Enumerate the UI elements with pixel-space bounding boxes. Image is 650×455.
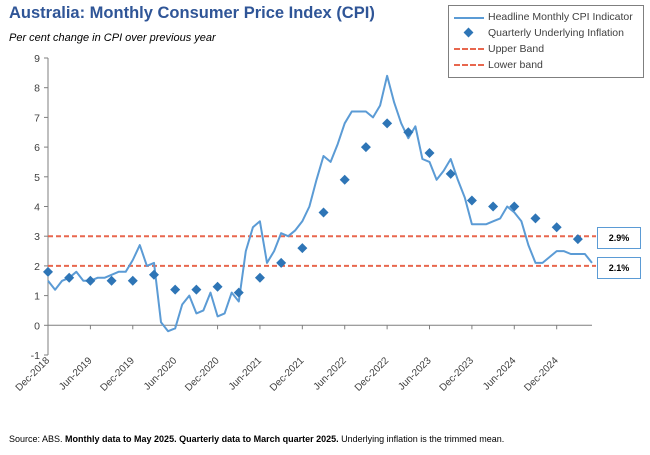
- legend-dash-swatch: [454, 64, 484, 66]
- x-tick-label: Dec-2020: [183, 355, 222, 394]
- underlying-inflation-point: [276, 257, 287, 268]
- underlying-inflation-point: [85, 275, 96, 286]
- x-tick-label: Jun-2023: [396, 355, 434, 393]
- underlying-inflation-point: [318, 207, 329, 218]
- underlying-inflation-point: [445, 168, 456, 179]
- x-tick-label: Dec-2019: [98, 355, 137, 394]
- legend-item-upper-band: Upper Band: [449, 41, 643, 57]
- underlying-inflation-point: [466, 195, 477, 206]
- chart-subtitle: Per cent change in CPI over previous yea…: [9, 32, 216, 44]
- underlying-inflation-point: [148, 269, 159, 280]
- underlying-inflation-point: [403, 127, 414, 138]
- headline-cpi-line: [47, 74, 593, 333]
- headline-series: [47, 74, 593, 333]
- y-tick-label: 8: [34, 83, 40, 95]
- underlying-inflation-point: [339, 174, 350, 185]
- x-tick-label: Jun-2021: [227, 355, 265, 393]
- legend-label-lower: Lower band: [488, 59, 543, 71]
- underlying-inflation-point: [360, 142, 371, 153]
- underlying-inflation-point: [64, 272, 75, 283]
- legend-item-headline: Headline Monthly CPI Indicator: [449, 9, 643, 25]
- y-tick-label: 9: [34, 53, 40, 65]
- band-lines: [48, 235, 596, 267]
- x-tick-label: Dec-2023: [438, 355, 477, 394]
- y-tick-label: 6: [34, 142, 40, 154]
- underlying-inflation-point: [254, 272, 265, 283]
- y-tick-label: -1: [31, 350, 40, 362]
- y-tick-label: 1: [34, 291, 40, 303]
- legend-label-headline: Headline Monthly CPI Indicator: [488, 11, 633, 23]
- y-tick-label: 2: [34, 261, 40, 273]
- x-tick-label: Dec-2024: [522, 355, 561, 394]
- lower-band-label: 2.1%: [597, 257, 641, 279]
- x-tick-label: Jun-2020: [142, 355, 180, 393]
- underlying-inflation-point: [382, 118, 393, 129]
- underlying-inflation-point: [127, 275, 138, 286]
- source-bold: Monthly data to May 2025. Quarterly data…: [65, 434, 339, 444]
- y-tick-label: 4: [34, 202, 40, 214]
- source-prefix: Source: ABS.: [9, 434, 63, 444]
- source-note: Source: ABS. Monthly data to May 2025. Q…: [9, 434, 504, 444]
- underlying-inflation-point: [509, 201, 520, 212]
- upper-band-label: 2.9%: [597, 227, 641, 249]
- underlying-series: [43, 118, 583, 298]
- legend-diamond-swatch: [463, 27, 474, 38]
- underlying-inflation-point: [43, 266, 53, 277]
- underlying-inflation-point: [530, 213, 541, 224]
- chart-title: Australia: Monthly Consumer Price Index …: [9, 4, 375, 22]
- y-tick-label: 7: [34, 112, 40, 124]
- underlying-inflation-point: [233, 287, 244, 298]
- legend-label-underlying: Quarterly Underlying Inflation: [488, 27, 624, 39]
- y-tick-label: 0: [34, 320, 40, 332]
- underlying-inflation-point: [297, 243, 308, 254]
- y-tick-label: 3: [34, 231, 40, 243]
- underlying-inflation-point: [488, 201, 499, 212]
- source-suffix: Underlying inflation is the trimmed mean…: [341, 434, 505, 444]
- underlying-inflation-point: [106, 275, 117, 286]
- legend-line-swatch: [454, 17, 484, 19]
- x-tick-labels: Dec-2018 Jun-2019 Dec-2019 Jun-2020 Dec-2020…: [14, 355, 561, 394]
- underlying-inflation-point: [212, 281, 223, 292]
- underlying-inflation-point: [551, 222, 562, 233]
- underlying-inflation-point: [191, 284, 202, 295]
- underlying-inflation-point: [572, 234, 583, 245]
- legend: Headline Monthly CPI Indicator Quarterly…: [448, 5, 644, 78]
- underlying-inflation-point: [170, 284, 181, 295]
- y-tick-label: 5: [34, 172, 40, 184]
- legend-label-upper: Upper Band: [488, 43, 545, 55]
- legend-dash-swatch: [454, 48, 484, 50]
- x-tick-label: Dec-2021: [268, 355, 307, 394]
- axes: -1 0 1 2 3 4 5 6 7 8 9: [31, 53, 592, 362]
- x-tick-label: Jun-2022: [312, 355, 350, 393]
- legend-item-lower-band: Lower band: [449, 57, 643, 73]
- underlying-inflation-point: [424, 148, 435, 159]
- legend-item-underlying: Quarterly Underlying Inflation: [449, 25, 643, 41]
- x-tick-label: Jun-2024: [481, 355, 519, 393]
- x-tick-label: Dec-2022: [353, 355, 392, 394]
- x-tick-label: Jun-2019: [57, 355, 95, 393]
